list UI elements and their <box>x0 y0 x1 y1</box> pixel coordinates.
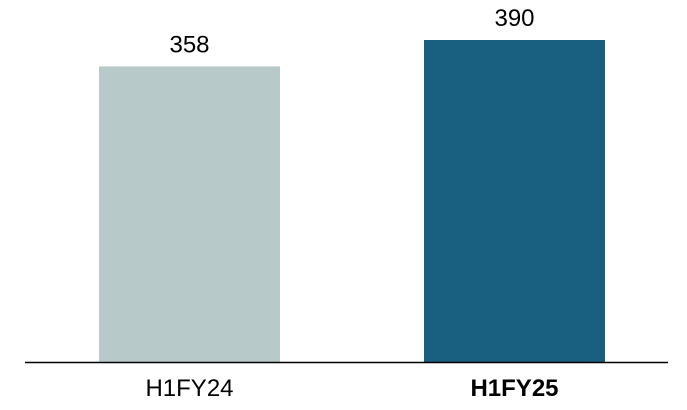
bars-layer <box>99 40 605 363</box>
category-label-h1fy25: H1FY25 <box>470 375 558 402</box>
category-label-h1fy24: H1FY24 <box>145 375 233 402</box>
value-label-h1fy24: 358 <box>169 31 209 58</box>
category-labels-layer: H1FY24 H1FY25 <box>145 375 558 402</box>
bar-h1fy24 <box>99 66 280 363</box>
value-labels-layer: 358 390 <box>169 5 534 58</box>
bar-h1fy25 <box>424 40 605 362</box>
value-label-h1fy25: 390 <box>494 5 534 32</box>
